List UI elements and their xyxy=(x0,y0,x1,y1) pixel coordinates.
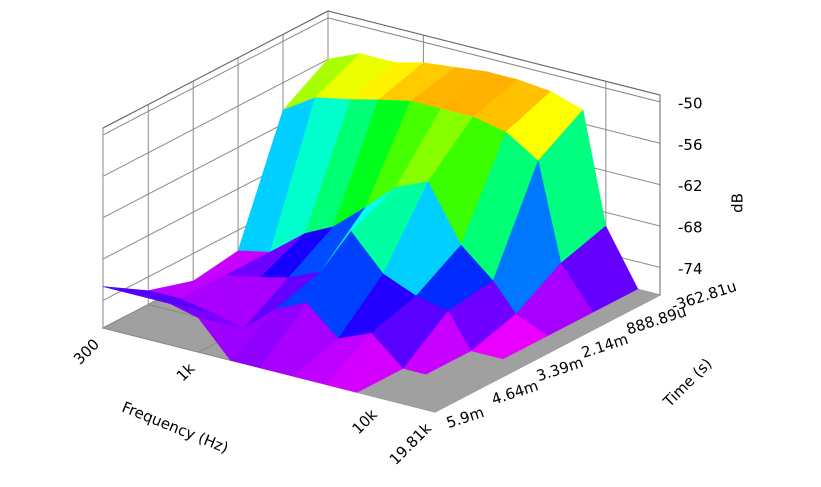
z-tick-label: -56 xyxy=(678,136,703,154)
x-tick-label: 300 xyxy=(70,335,103,368)
y-tick-label: 4.64m xyxy=(489,377,540,409)
y-tick-label: 5.9m xyxy=(444,403,486,432)
wall-grid-line xyxy=(327,17,661,103)
surface-cell xyxy=(412,382,482,413)
z-tick-label: -68 xyxy=(678,219,703,237)
wall-grid-line xyxy=(102,58,329,177)
x-tick-label: 10k xyxy=(348,405,381,438)
x-tick-label: 19.81k xyxy=(386,419,435,468)
z-tick-label: -62 xyxy=(678,177,703,195)
z-axis-label: dB xyxy=(729,193,747,213)
frame-top xyxy=(102,10,661,295)
wall-grid-line xyxy=(102,17,329,136)
y-axis-label: Time (s) xyxy=(659,355,716,412)
z-tick-label: -50 xyxy=(678,94,703,112)
z-tick-label: -74 xyxy=(678,260,703,278)
y-tick-label: 3.39m xyxy=(534,353,585,385)
x-axis-label: Frequency (Hz) xyxy=(119,398,231,457)
x-tick-label: 1k xyxy=(173,359,199,385)
plot-area xyxy=(101,10,662,413)
y-tick-label: 2.14m xyxy=(579,330,630,362)
